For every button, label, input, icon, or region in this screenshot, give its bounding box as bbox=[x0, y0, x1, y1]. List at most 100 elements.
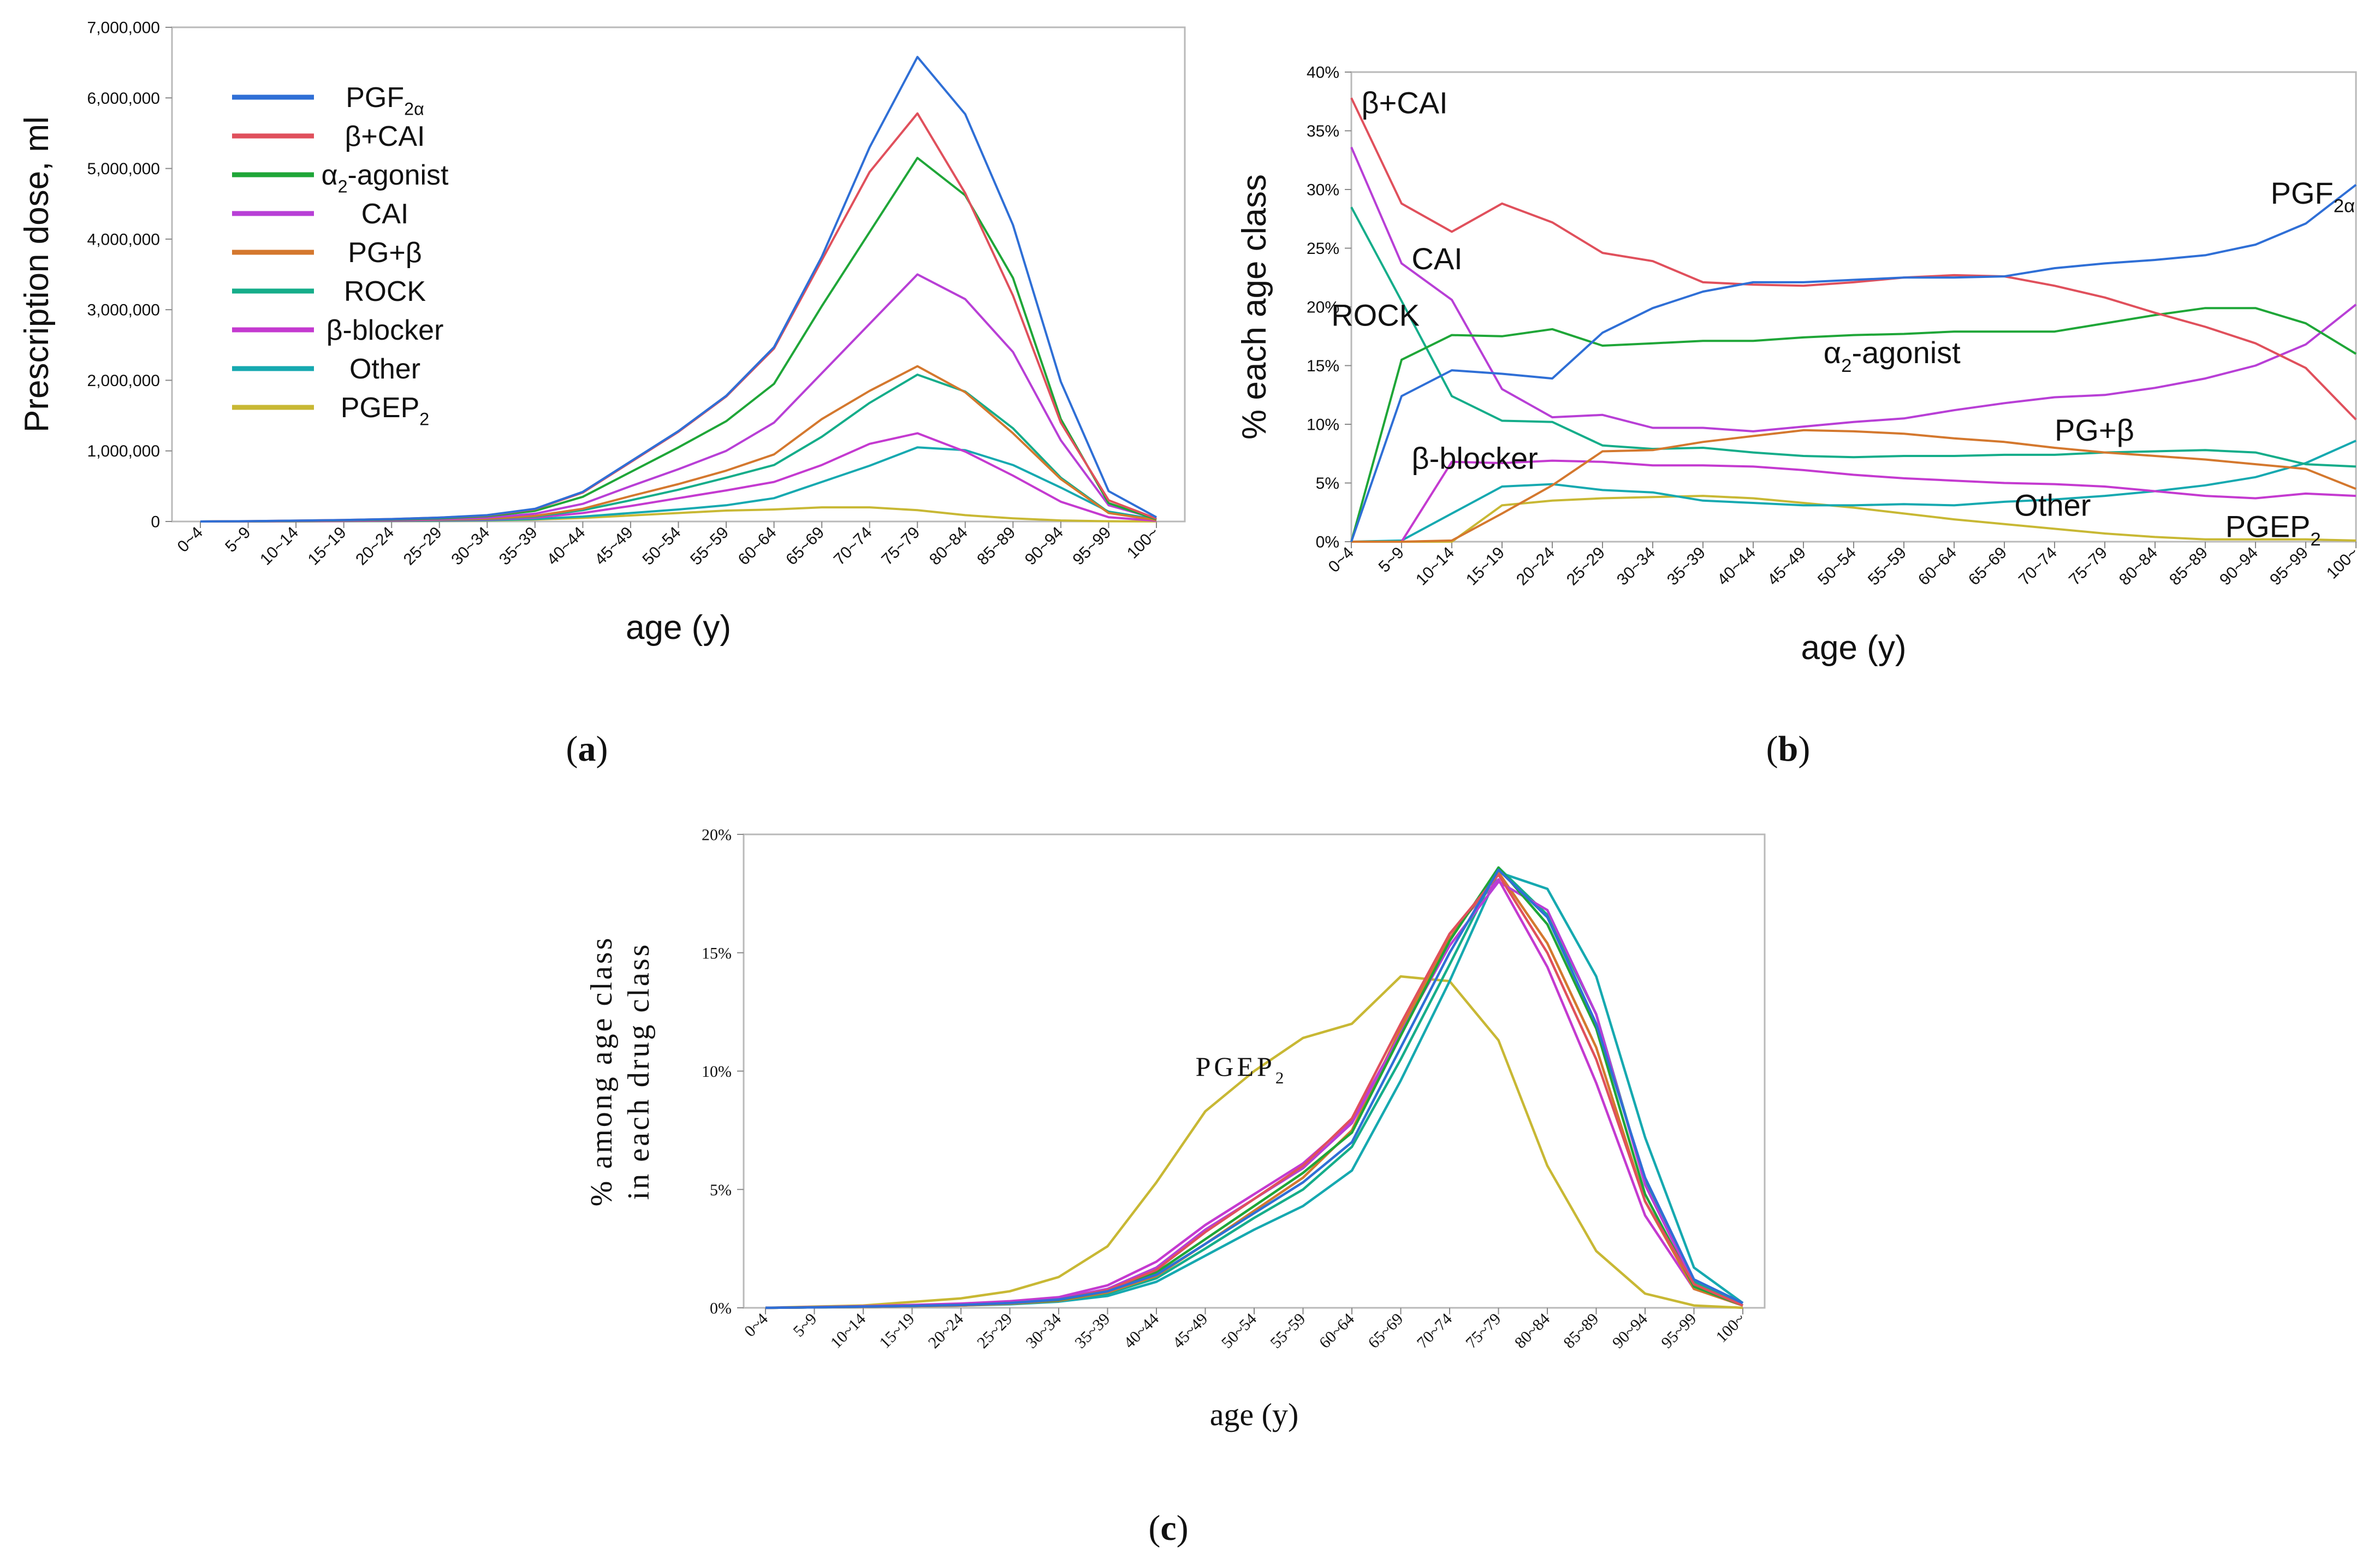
x-tick-label: 10~14 bbox=[1412, 544, 1458, 589]
y-axis-title: % each age class bbox=[1236, 174, 1273, 440]
x-tick-label: 15~19 bbox=[305, 524, 350, 569]
x-tick-label: 65~69 bbox=[782, 524, 828, 569]
x-tick-label: 75~79 bbox=[1462, 1310, 1504, 1352]
legend-label-PGB: PG+β bbox=[348, 237, 422, 269]
series-line-PGF2a bbox=[1350, 183, 2357, 542]
x-tick-label: 5~9 bbox=[790, 1310, 820, 1341]
x-tick-label: 45~49 bbox=[1169, 1310, 1211, 1352]
panel-label-a: (a) bbox=[566, 729, 608, 769]
y-tick-label: 0% bbox=[710, 1300, 732, 1318]
y-tick-label: 3,000,000 bbox=[87, 301, 160, 319]
x-tick-label: 5~9 bbox=[1375, 544, 1408, 576]
legend-label-Other: Other bbox=[349, 353, 420, 385]
chart-a: 0 1,000,000 2,000,000 3,000,000 4,000,000 5,0… bbox=[18, 19, 1186, 647]
y-tick-label: 4,000,000 bbox=[87, 230, 160, 248]
x-tick-label: 95~99 bbox=[1658, 1310, 1700, 1352]
x-tick-label: 55~59 bbox=[687, 524, 732, 569]
series-line-Other bbox=[1351, 440, 2357, 543]
annotation-PGB: PG+β bbox=[2055, 413, 2134, 447]
x-tick-label: 95~99 bbox=[1069, 524, 1114, 569]
legend-label-CAI: CAI bbox=[361, 198, 409, 230]
y-tick-label: 25% bbox=[1307, 240, 1339, 258]
x-tick-label: 90~94 bbox=[1609, 1310, 1651, 1352]
y-tick-label: 0 bbox=[151, 513, 160, 531]
x-tick-label: 40~44 bbox=[543, 524, 589, 569]
x-tick-label: 40~44 bbox=[1120, 1310, 1162, 1352]
x-axis-title: age (y) bbox=[1801, 629, 1907, 667]
x-tick-label: 90~94 bbox=[2216, 544, 2262, 589]
x-tick-label: 10~14 bbox=[257, 524, 302, 569]
x-tick-label: 100~ bbox=[1124, 524, 1162, 562]
y-tick-label: 6,000,000 bbox=[87, 90, 160, 108]
x-tick-label: 50~54 bbox=[1814, 544, 1860, 589]
y-tick-label: 1,000,000 bbox=[87, 442, 160, 460]
x-tick-label: 25~29 bbox=[400, 524, 446, 569]
x-tick-label: 65~69 bbox=[1364, 1310, 1406, 1352]
y-tick-label: 15% bbox=[1307, 357, 1339, 375]
x-tick-label: 0~4 bbox=[741, 1310, 771, 1341]
legend-label-bblocker: β-blocker bbox=[327, 315, 444, 346]
annotation-bblocker: β-blocker bbox=[1411, 441, 1538, 476]
series-line-PGEP2 bbox=[765, 975, 1743, 1309]
series-line-Other bbox=[765, 871, 1744, 1309]
x-tick-label: 50~54 bbox=[1218, 1310, 1260, 1352]
y-tick-label: 30% bbox=[1307, 181, 1339, 199]
x-tick-label: 20~24 bbox=[352, 524, 397, 569]
annotation-Other: Other bbox=[2014, 488, 2091, 523]
x-tick-label: 60~64 bbox=[1915, 544, 1960, 589]
series-line-BCAI bbox=[1350, 97, 2357, 420]
y-tick-label: 35% bbox=[1307, 122, 1339, 140]
y-tick-label: 0% bbox=[1316, 534, 1339, 552]
series-line-a2agonist bbox=[765, 866, 1743, 1309]
x-tick-label: 55~59 bbox=[1267, 1310, 1309, 1352]
legend-label-a2agonist: α2-agonist bbox=[322, 159, 449, 197]
y-tick-label: 15% bbox=[702, 944, 732, 962]
annotation-BCAI: β+CAI bbox=[1361, 85, 1447, 120]
annotation-PGEP2: PGEP2 bbox=[1196, 1051, 1287, 1087]
y-tick-label: 20% bbox=[702, 826, 732, 844]
series-line-BCAI bbox=[765, 873, 1743, 1309]
y-tick-label: 5% bbox=[1316, 475, 1339, 493]
series-line-bblocker bbox=[1351, 459, 2357, 543]
x-tick-label: 25~29 bbox=[1563, 544, 1609, 589]
y-tick-label: 10% bbox=[702, 1063, 732, 1081]
legend-label-ROCK: ROCK bbox=[344, 276, 426, 307]
series-line-PGB bbox=[765, 871, 1743, 1309]
x-tick-label: 30~34 bbox=[1613, 544, 1659, 589]
y-tick-label: 40% bbox=[1307, 64, 1339, 82]
x-axis-title: age (y) bbox=[626, 609, 731, 647]
y-tick-label: 20% bbox=[1307, 299, 1339, 317]
y-axis-title-line1: % among age class bbox=[585, 936, 619, 1207]
x-tick-label: 70~74 bbox=[2015, 544, 2061, 589]
x-tick-label: 100~ bbox=[2323, 544, 2362, 583]
series-line-CAI bbox=[765, 880, 1743, 1309]
y-axis-title: Prescription dose, ml bbox=[18, 116, 56, 432]
x-tick-label: 15~19 bbox=[876, 1310, 918, 1352]
chart-b: 0%5%10%15%20%25%30%35%40%0~4 5~9 10~14 15~1… bbox=[1236, 64, 2362, 667]
legend-label-PGEP2: PGEP2 bbox=[341, 392, 429, 429]
legend-label-BCAI: β+CAI bbox=[345, 121, 425, 152]
annotation-CAI: CAI bbox=[1411, 241, 1462, 276]
x-tick-label: 85~89 bbox=[1560, 1310, 1602, 1352]
x-tick-label: 35~39 bbox=[1071, 1310, 1113, 1352]
x-tick-label: 35~39 bbox=[1664, 544, 1709, 589]
panel-label-c: (c) bbox=[1148, 1508, 1188, 1548]
x-tick-label: 75~79 bbox=[2066, 544, 2111, 589]
x-tick-label: 60~64 bbox=[735, 524, 780, 569]
x-tick-label: 40~44 bbox=[1714, 544, 1759, 589]
series-line-ROCK bbox=[765, 866, 1743, 1309]
x-tick-label: 80~84 bbox=[1511, 1310, 1553, 1352]
x-tick-label: 20~24 bbox=[925, 1310, 967, 1352]
x-tick-label: 75~79 bbox=[878, 524, 923, 569]
x-tick-label: 50~54 bbox=[639, 524, 685, 569]
x-tick-label: 90~94 bbox=[1022, 524, 1067, 569]
x-tick-label: 20~24 bbox=[1513, 544, 1558, 589]
annotation-ROCK: ROCK bbox=[1331, 298, 1420, 332]
annotation-PGEP2: PGEP2 bbox=[2225, 509, 2321, 550]
y-tick-label: 5,000,000 bbox=[87, 160, 160, 178]
x-tick-label: 65~69 bbox=[1965, 544, 2010, 589]
annotation-PGF2a: PGF2α bbox=[2271, 176, 2355, 217]
x-tick-label: 85~89 bbox=[2166, 544, 2211, 589]
x-tick-label: 15~19 bbox=[1463, 544, 1508, 589]
x-tick-label: 0~4 bbox=[174, 524, 206, 556]
